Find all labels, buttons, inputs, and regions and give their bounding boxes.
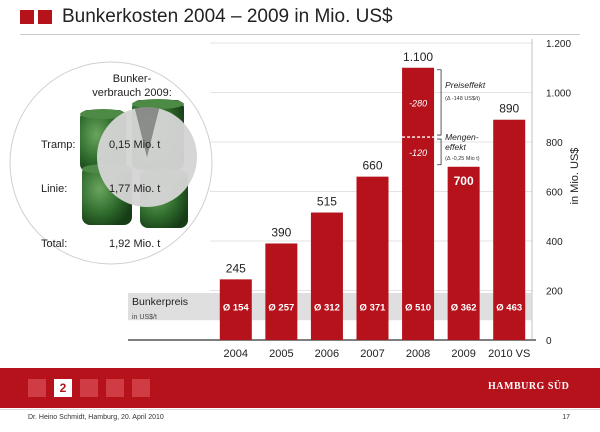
bunkerpreis-value: Ø 312 bbox=[314, 303, 340, 314]
nav-page-box[interactable] bbox=[106, 379, 124, 397]
inset-row-value: 1,77 Mio. t bbox=[109, 183, 160, 195]
inset-title: verbrauch 2009: bbox=[92, 87, 172, 99]
title-bar: Bunkerkosten 2004 – 2009 in Mio. US$ bbox=[0, 0, 600, 34]
company-logo: HAMBURG SÜD bbox=[488, 381, 570, 392]
bar bbox=[356, 176, 389, 340]
preiseffekt-bracket bbox=[437, 69, 442, 136]
mengeneffekt-title: Mengen- bbox=[445, 132, 479, 142]
inset-row-label: Total: bbox=[41, 238, 67, 250]
x-tick-label: 2010 VS bbox=[488, 348, 530, 360]
barrel-icon bbox=[132, 99, 184, 109]
preiseffekt-value: -280 bbox=[409, 98, 427, 108]
footer-author-text: Dr. Heino Schmidt, Hamburg, 20. April 20… bbox=[28, 414, 164, 421]
mengeneffekt-title: effekt bbox=[445, 142, 466, 152]
bar bbox=[219, 279, 252, 340]
y-tick-label: 800 bbox=[546, 138, 563, 149]
inset-row-value: 1,92 Mio. t bbox=[109, 238, 160, 250]
x-tick-label: 2005 bbox=[269, 348, 293, 360]
inset-title: Bunker- bbox=[113, 73, 152, 85]
bunkerpreis-value: Ø 371 bbox=[360, 303, 387, 314]
footer-band bbox=[0, 368, 600, 408]
mengeneffekt-value: -120 bbox=[409, 148, 427, 158]
data-label: 515 bbox=[317, 195, 337, 209]
pie-slice bbox=[97, 108, 198, 207]
y-tick-label: 400 bbox=[546, 237, 563, 248]
title-divider bbox=[20, 34, 580, 35]
inset-row-value: 0,15 Mio. t bbox=[109, 139, 160, 151]
page-title: Bunkerkosten 2004 – 2009 in Mio. US$ bbox=[62, 6, 393, 27]
inset-row-label: Linie: bbox=[41, 183, 67, 195]
mengeneffekt-bracket bbox=[437, 138, 442, 166]
bunkerpreis-value: Ø 257 bbox=[268, 303, 294, 314]
bunkerpreis-unit: in US$/t bbox=[132, 314, 157, 321]
nav-page-box[interactable] bbox=[28, 379, 46, 397]
mengeneffekt-sub: (Δ -0,25 Mio t) bbox=[445, 156, 480, 162]
x-tick-label: 2006 bbox=[315, 348, 339, 360]
y-tick-label: 200 bbox=[546, 287, 563, 298]
inset-row-label: Tramp: bbox=[41, 139, 75, 151]
nav-page-box[interactable] bbox=[80, 379, 98, 397]
y-tick-label: 1.200 bbox=[546, 39, 571, 50]
bar bbox=[310, 212, 343, 340]
y-tick-label: 600 bbox=[546, 188, 563, 199]
bar bbox=[493, 119, 526, 340]
bunkerpreis-value: Ø 510 bbox=[405, 303, 431, 314]
bar bbox=[402, 67, 435, 340]
title-square-icon bbox=[38, 10, 52, 24]
barrel-icon bbox=[80, 109, 126, 119]
data-label: 1.100 bbox=[403, 50, 433, 64]
footer-divider bbox=[0, 409, 600, 410]
preiseffekt-sub: (Δ -148 US$/t) bbox=[445, 96, 480, 102]
data-label: 700 bbox=[454, 174, 474, 188]
data-label: 390 bbox=[271, 225, 291, 239]
title-square-icon bbox=[20, 10, 34, 24]
bar bbox=[447, 166, 480, 340]
data-label: 245 bbox=[226, 261, 246, 275]
bunkerpreis-label: Bunkerpreis bbox=[132, 296, 188, 308]
y-tick-label: 0 bbox=[546, 336, 552, 347]
bunkerpreis-value: Ø 362 bbox=[451, 303, 477, 314]
pie-slice bbox=[134, 106, 160, 157]
x-tick-label: 2004 bbox=[224, 348, 248, 360]
bunkerpreis-value: Ø 154 bbox=[223, 303, 250, 314]
bunkerpreis-value: Ø 463 bbox=[496, 303, 522, 314]
bar bbox=[265, 243, 298, 340]
nav-page-box[interactable] bbox=[132, 379, 150, 397]
data-label: 890 bbox=[499, 102, 519, 116]
x-tick-label: 2007 bbox=[360, 348, 384, 360]
preiseffekt-title: Preiseffekt bbox=[445, 80, 486, 90]
y-axis-label: in Mio. US$ bbox=[569, 148, 581, 205]
data-label: 660 bbox=[362, 159, 382, 173]
x-tick-label: 2009 bbox=[451, 348, 475, 360]
x-tick-label: 2008 bbox=[406, 348, 430, 360]
page-number: 17 bbox=[562, 414, 570, 421]
nav-page-box-active[interactable]: 2 bbox=[54, 379, 72, 397]
y-tick-label: 1.000 bbox=[546, 89, 571, 100]
